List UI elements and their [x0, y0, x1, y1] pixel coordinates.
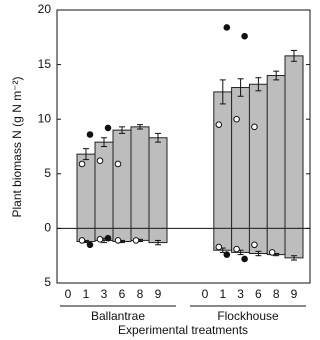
marker	[233, 245, 240, 253]
marker	[104, 124, 112, 132]
error-bar	[83, 148, 89, 161]
marker	[233, 115, 240, 123]
x-tick-label: 6	[255, 287, 262, 301]
error-bar	[137, 124, 143, 130]
bar	[213, 91, 233, 229]
error-bar	[155, 132, 161, 143]
marker	[241, 32, 248, 40]
error-bar	[273, 70, 280, 81]
marker	[251, 241, 258, 249]
y-tick-label: 15	[38, 57, 52, 71]
marker	[114, 160, 122, 168]
y-tick-label: 5	[44, 166, 51, 180]
marker	[132, 237, 140, 244]
error-bar	[119, 126, 125, 134]
marker	[114, 237, 122, 244]
marker	[251, 123, 258, 131]
x-tick-label: 1	[83, 287, 90, 301]
error-bar	[255, 77, 262, 92]
marker	[215, 243, 223, 251]
x-tick-label: 9	[291, 287, 298, 301]
error-bar	[155, 239, 161, 246]
group-label: Flockhouse	[217, 309, 279, 323]
x-tick-label: 6	[119, 287, 126, 301]
marker	[86, 131, 94, 138]
bar	[148, 137, 168, 229]
marker	[223, 251, 231, 258]
error-bar	[291, 255, 297, 261]
y-tick-label: 20	[38, 2, 52, 16]
y-tick-label: 10	[38, 111, 52, 125]
marker	[268, 249, 276, 256]
x-tick-label: 0	[65, 287, 72, 301]
marker	[215, 121, 223, 128]
bar	[284, 227, 304, 259]
bar	[248, 83, 268, 229]
y-tick-label: 5	[44, 275, 51, 289]
error-bar	[255, 250, 262, 257]
x-tick-label: 8	[137, 287, 144, 301]
x-tick-label: 8	[273, 287, 280, 301]
marker	[78, 237, 86, 244]
bar	[130, 126, 150, 229]
error-bar	[237, 78, 244, 97]
bar	[112, 129, 132, 229]
x-tick-label: 3	[237, 287, 244, 301]
x-tick-label: 1	[219, 287, 226, 301]
marker	[241, 255, 248, 263]
marker	[96, 236, 104, 243]
plot-frame	[56, 9, 311, 284]
bar	[284, 55, 304, 229]
marker	[78, 160, 86, 168]
group-label: Ballantrae	[91, 309, 145, 323]
x-tick-label: 3	[101, 287, 108, 301]
error-bar	[101, 137, 107, 147]
bar	[248, 227, 268, 255]
error-bar	[219, 79, 226, 105]
marker	[86, 241, 94, 249]
bar	[266, 75, 286, 229]
x-tick-label: 0	[202, 287, 209, 301]
marker	[104, 234, 112, 242]
y-tick-label: 0	[44, 221, 51, 235]
x-tick-label: 9	[155, 287, 162, 301]
marker	[223, 24, 231, 31]
y-axis-label: Plant biomass N (g N m⁻²)	[10, 76, 24, 217]
marker	[96, 157, 104, 164]
x-axis-label: Experimental treatments	[118, 323, 248, 337]
error-bar	[291, 49, 297, 62]
bar	[231, 87, 251, 229]
bar	[94, 141, 114, 229]
